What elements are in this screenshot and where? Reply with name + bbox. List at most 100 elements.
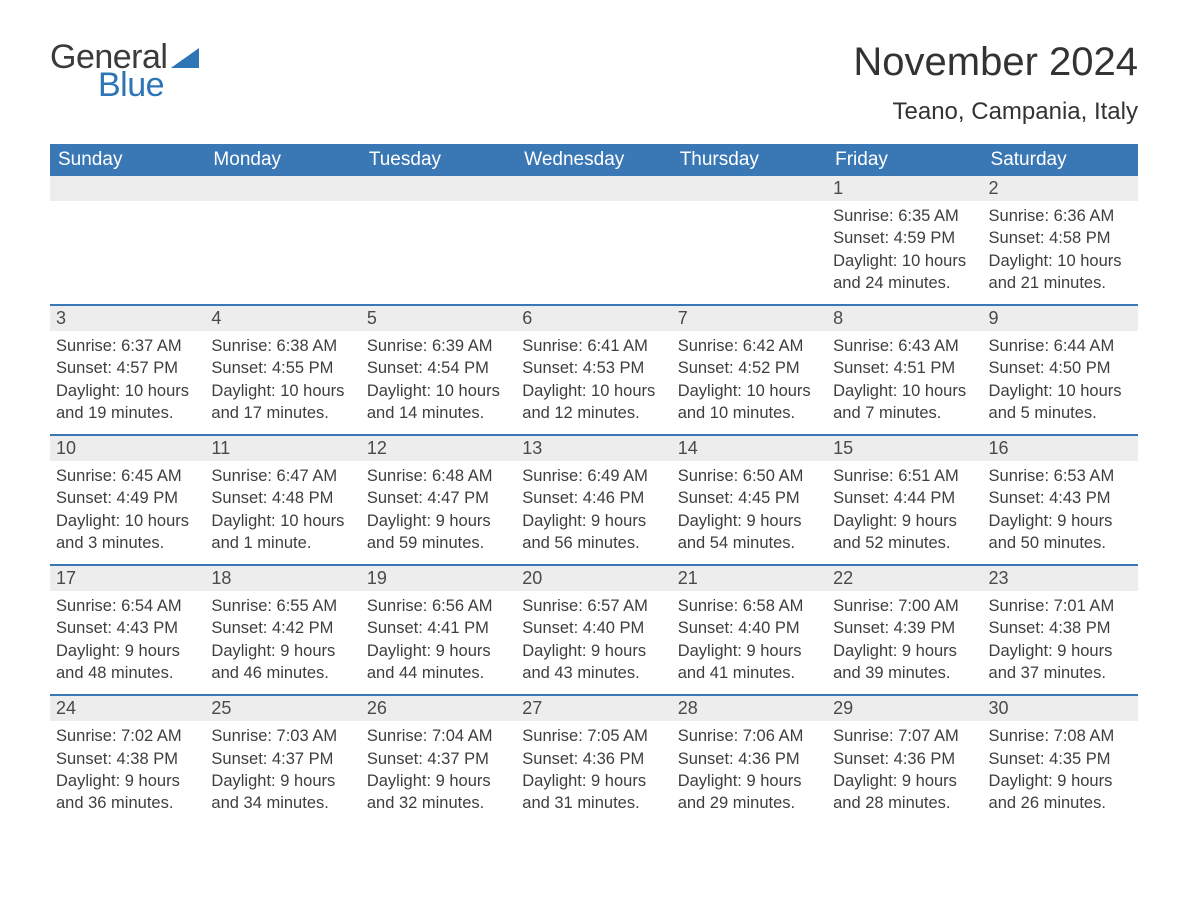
calendar-week-row: 3Sunrise: 6:37 AMSunset: 4:57 PMDaylight… [50,304,1138,434]
calendar-cell: 19Sunrise: 6:56 AMSunset: 4:41 PMDayligh… [361,564,516,694]
day-sunrise: Sunrise: 7:02 AM [56,725,199,747]
day-dl2: and 7 minutes. [833,402,976,424]
day-dl2: and 36 minutes. [56,792,199,814]
calendar-cell: 29Sunrise: 7:07 AMSunset: 4:36 PMDayligh… [827,694,982,824]
day-dl1: Daylight: 10 hours [833,380,976,402]
day-number: 13 [516,434,671,461]
day-dl2: and 1 minute. [211,532,354,554]
calendar-cell-empty [672,176,827,304]
day-sunset: Sunset: 4:45 PM [678,487,821,509]
calendar-cell: 22Sunrise: 7:00 AMSunset: 4:39 PMDayligh… [827,564,982,694]
day-dl1: Daylight: 9 hours [56,640,199,662]
day-dl1: Daylight: 10 hours [678,380,821,402]
day-number: 17 [50,564,205,591]
calendar-cell: 4Sunrise: 6:38 AMSunset: 4:55 PMDaylight… [205,304,360,434]
day-sunset: Sunset: 4:36 PM [678,748,821,770]
calendar-cell: 24Sunrise: 7:02 AMSunset: 4:38 PMDayligh… [50,694,205,824]
day-number: 30 [983,694,1138,721]
day-sunrise: Sunrise: 6:57 AM [522,595,665,617]
calendar-cell: 2Sunrise: 6:36 AMSunset: 4:58 PMDaylight… [983,176,1138,304]
brand-logo: General Blue [50,40,199,102]
day-details: Sunrise: 6:44 AMSunset: 4:50 PMDaylight:… [983,331,1138,434]
calendar-cell: 26Sunrise: 7:04 AMSunset: 4:37 PMDayligh… [361,694,516,824]
day-details: Sunrise: 6:48 AMSunset: 4:47 PMDaylight:… [361,461,516,564]
weekday-header: Sunday [50,144,205,176]
calendar-cell: 12Sunrise: 6:48 AMSunset: 4:47 PMDayligh… [361,434,516,564]
day-details: Sunrise: 7:00 AMSunset: 4:39 PMDaylight:… [827,591,982,694]
day-sunset: Sunset: 4:52 PM [678,357,821,379]
day-number: 27 [516,694,671,721]
day-number: 4 [205,304,360,331]
day-number [50,176,205,201]
day-dl2: and 54 minutes. [678,532,821,554]
day-sunset: Sunset: 4:37 PM [211,748,354,770]
calendar-cell: 5Sunrise: 6:39 AMSunset: 4:54 PMDaylight… [361,304,516,434]
day-details: Sunrise: 6:51 AMSunset: 4:44 PMDaylight:… [827,461,982,564]
day-details: Sunrise: 6:58 AMSunset: 4:40 PMDaylight:… [672,591,827,694]
day-sunrise: Sunrise: 6:36 AM [989,205,1132,227]
day-sunrise: Sunrise: 6:55 AM [211,595,354,617]
day-details: Sunrise: 6:55 AMSunset: 4:42 PMDaylight:… [205,591,360,694]
day-details: Sunrise: 7:06 AMSunset: 4:36 PMDaylight:… [672,721,827,824]
day-details: Sunrise: 6:42 AMSunset: 4:52 PMDaylight:… [672,331,827,434]
day-sunrise: Sunrise: 7:06 AM [678,725,821,747]
day-sunrise: Sunrise: 6:42 AM [678,335,821,357]
day-number [361,176,516,201]
calendar-week-row: 1Sunrise: 6:35 AMSunset: 4:59 PMDaylight… [50,176,1138,304]
day-dl1: Daylight: 9 hours [367,770,510,792]
day-dl2: and 50 minutes. [989,532,1132,554]
title-block: November 2024 Teano, Campania, Italy [853,40,1138,126]
day-details: Sunrise: 7:02 AMSunset: 4:38 PMDaylight:… [50,721,205,824]
day-number: 22 [827,564,982,591]
day-sunrise: Sunrise: 7:08 AM [989,725,1132,747]
day-dl2: and 19 minutes. [56,402,199,424]
day-dl2: and 10 minutes. [678,402,821,424]
day-details: Sunrise: 6:50 AMSunset: 4:45 PMDaylight:… [672,461,827,564]
calendar-cell: 1Sunrise: 6:35 AMSunset: 4:59 PMDaylight… [827,176,982,304]
day-dl2: and 5 minutes. [989,402,1132,424]
day-number: 11 [205,434,360,461]
day-dl2: and 48 minutes. [56,662,199,684]
day-dl2: and 44 minutes. [367,662,510,684]
day-details: Sunrise: 6:45 AMSunset: 4:49 PMDaylight:… [50,461,205,564]
day-sunset: Sunset: 4:44 PM [833,487,976,509]
calendar-cell: 3Sunrise: 6:37 AMSunset: 4:57 PMDaylight… [50,304,205,434]
day-number: 29 [827,694,982,721]
location-subtitle: Teano, Campania, Italy [853,98,1138,126]
day-dl1: Daylight: 10 hours [989,380,1132,402]
day-number: 5 [361,304,516,331]
day-sunset: Sunset: 4:38 PM [989,617,1132,639]
day-dl2: and 34 minutes. [211,792,354,814]
day-number: 23 [983,564,1138,591]
day-dl2: and 59 minutes. [367,532,510,554]
day-number: 25 [205,694,360,721]
day-number: 9 [983,304,1138,331]
day-sunset: Sunset: 4:58 PM [989,227,1132,249]
day-dl1: Daylight: 9 hours [211,640,354,662]
day-details: Sunrise: 6:49 AMSunset: 4:46 PMDaylight:… [516,461,671,564]
day-number: 1 [827,176,982,201]
calendar-cell: 11Sunrise: 6:47 AMSunset: 4:48 PMDayligh… [205,434,360,564]
calendar-week-row: 24Sunrise: 7:02 AMSunset: 4:38 PMDayligh… [50,694,1138,824]
day-details: Sunrise: 7:01 AMSunset: 4:38 PMDaylight:… [983,591,1138,694]
day-number: 18 [205,564,360,591]
day-dl2: and 12 minutes. [522,402,665,424]
day-number: 3 [50,304,205,331]
day-sunset: Sunset: 4:57 PM [56,357,199,379]
day-sunset: Sunset: 4:36 PM [833,748,976,770]
day-sunrise: Sunrise: 6:54 AM [56,595,199,617]
calendar-cell: 10Sunrise: 6:45 AMSunset: 4:49 PMDayligh… [50,434,205,564]
day-number: 10 [50,434,205,461]
day-dl1: Daylight: 9 hours [833,510,976,532]
day-dl1: Daylight: 10 hours [522,380,665,402]
day-sunrise: Sunrise: 6:47 AM [211,465,354,487]
day-details: Sunrise: 6:54 AMSunset: 4:43 PMDaylight:… [50,591,205,694]
day-number: 26 [361,694,516,721]
day-sunset: Sunset: 4:50 PM [989,357,1132,379]
day-sunset: Sunset: 4:48 PM [211,487,354,509]
day-number: 20 [516,564,671,591]
day-details: Sunrise: 6:38 AMSunset: 4:55 PMDaylight:… [205,331,360,434]
calendar-cell: 16Sunrise: 6:53 AMSunset: 4:43 PMDayligh… [983,434,1138,564]
day-dl2: and 37 minutes. [989,662,1132,684]
day-dl1: Daylight: 9 hours [989,510,1132,532]
